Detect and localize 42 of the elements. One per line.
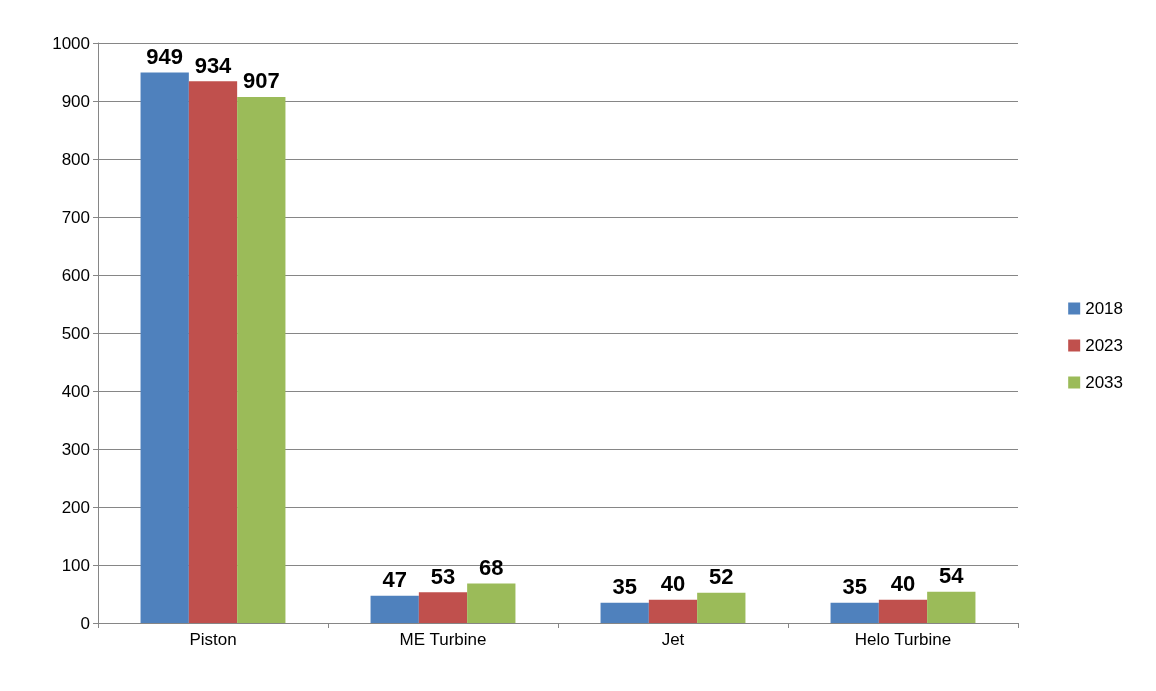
bar [467,583,516,623]
data-label: 40 [660,571,686,597]
bar [697,592,746,623]
data-label: 934 [194,52,233,78]
bar [140,72,189,623]
x-tick-label: Helo Turbine [854,630,952,649]
bar [237,96,286,623]
bar [648,599,698,623]
y-tick-label: 700 [61,207,90,227]
x-tick-label: Jet [661,630,685,649]
data-label: 54 [939,563,965,589]
bar [600,602,649,623]
y-tick-label: 300 [61,439,90,459]
y-tick-label: 1000 [52,33,90,53]
bar [418,592,468,623]
data-label: 35 [842,574,867,600]
data-label: 949 [146,44,184,70]
data-label: 52 [709,564,734,590]
x-tick-label: ME Turbine [399,630,487,649]
y-tick-label: 400 [61,381,90,401]
data-label: 35 [612,574,637,600]
y-tick-label: 900 [61,91,90,111]
y-tick-label: 800 [61,149,90,169]
y-tick-label: 0 [80,613,90,633]
bar [878,599,928,623]
x-tick-label: Piston [189,630,237,649]
legend-label: 2018 [1085,299,1124,318]
legend-label: 2033 [1085,373,1124,392]
y-tick-label: 200 [61,497,90,517]
bar [830,602,879,623]
y-tick-label: 100 [61,555,90,575]
legend-label: 2023 [1085,336,1124,355]
data-label: 53 [430,563,456,589]
bar [370,595,419,623]
data-label: 47 [382,567,407,593]
bar [927,591,976,623]
data-label: 68 [479,555,504,581]
y-tick-label: 500 [61,323,90,343]
data-label: 907 [242,68,280,94]
y-tick-label: 600 [61,265,90,285]
bar [188,81,238,623]
data-label: 40 [890,571,916,597]
